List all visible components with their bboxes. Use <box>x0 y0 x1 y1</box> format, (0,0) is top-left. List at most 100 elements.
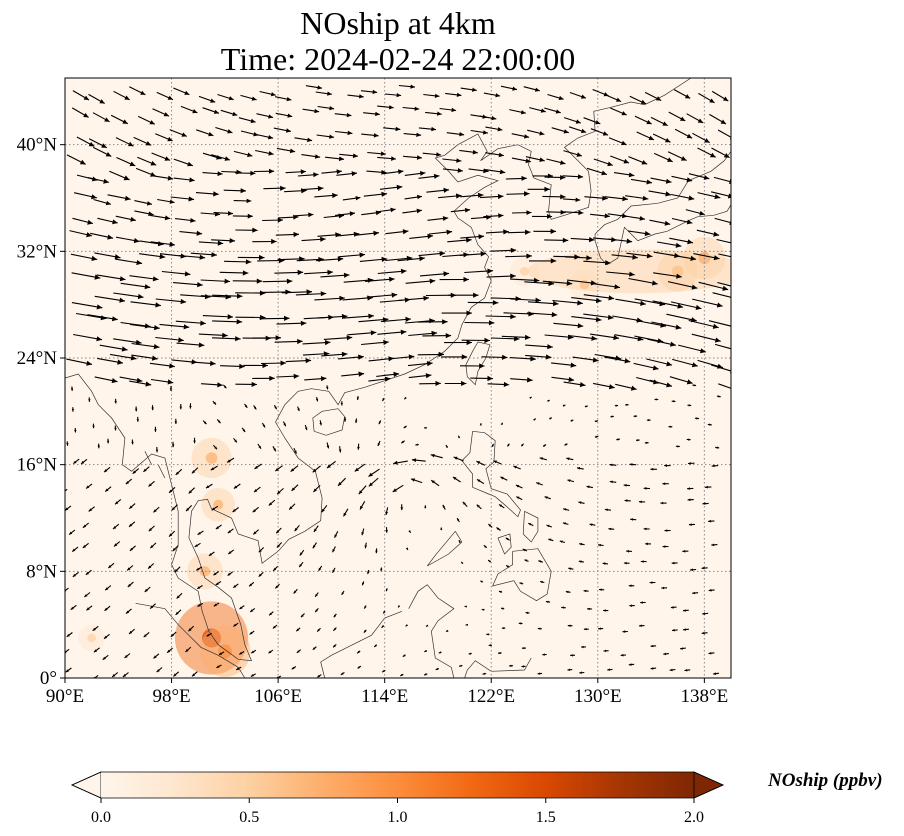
wind-arrow-head <box>688 462 691 465</box>
wind-arrow-head <box>722 285 729 291</box>
wind-arrow-head <box>699 210 705 216</box>
colorbar-tick-label: 0.0 <box>91 809 111 826</box>
wind-arrow-head <box>250 118 256 124</box>
wind-arrow-head <box>692 591 696 595</box>
wind-arrow-head <box>544 496 548 499</box>
wind-arrow-head <box>583 627 587 631</box>
wind-arrow-head <box>297 269 304 276</box>
wind-arrow-head <box>499 590 502 593</box>
wind-arrow-head <box>338 449 342 453</box>
wind-arrow-head <box>290 468 295 472</box>
wind-arrow-head <box>405 624 408 627</box>
wind-arrow-head <box>206 633 210 637</box>
wind-arrow-head <box>579 671 582 674</box>
title-line-2: Time: 2024-02-24 22:00:00 <box>220 41 576 77</box>
wind-arrow-head <box>167 175 174 181</box>
wind-arrow-head <box>688 438 691 441</box>
wind-arrow-shaft <box>713 176 731 183</box>
wind-arrow-head <box>318 567 322 571</box>
wind-arrow-head <box>167 649 171 653</box>
wind-arrow-head <box>453 456 458 460</box>
wind-arrow-head <box>317 628 320 632</box>
wind-arrow-head <box>496 527 500 531</box>
wind-arrow-head <box>286 278 293 284</box>
wind-arrow-head <box>537 672 541 675</box>
wind-arrow-head <box>86 607 90 611</box>
wind-arrow-head <box>389 105 394 110</box>
wind-arrow-head <box>383 339 389 346</box>
wind-arrow-head <box>598 543 601 547</box>
wind-arrow-head <box>567 624 571 627</box>
wind-arrow-head <box>533 277 540 283</box>
wind-arrow-head <box>224 156 230 161</box>
wind-arrow-head <box>313 528 317 532</box>
wind-arrow-head <box>400 673 403 676</box>
wind-arrow-head <box>542 653 545 656</box>
wind-arrow-head <box>562 404 566 407</box>
wind-arrow-head <box>383 611 386 614</box>
wind-arrow-head <box>524 191 530 197</box>
wind-arrow-head <box>217 420 221 424</box>
wind-arrow-head <box>111 378 118 384</box>
wind-arrow-head <box>716 302 723 308</box>
wind-arrow-head <box>671 561 675 565</box>
wind-arrow-head <box>152 276 159 282</box>
wind-arrow-head <box>184 271 191 277</box>
wind-arrow-head <box>332 549 335 553</box>
wind-arrow-head <box>524 559 528 562</box>
wind-arrow-head <box>577 323 584 329</box>
wind-arrow-head <box>268 135 274 140</box>
map-background <box>65 78 731 678</box>
wind-arrow-head <box>529 397 532 399</box>
wind-arrow-head <box>417 194 422 200</box>
wind-arrow-head <box>268 650 272 654</box>
wind-arrow-head <box>121 346 128 352</box>
wind-arrow-head <box>506 565 509 568</box>
wind-arrow-head <box>595 316 602 323</box>
lon-tick-label: 138°E <box>681 686 729 707</box>
wind-arrow-head <box>272 625 276 629</box>
wind-arrow-head <box>113 526 117 529</box>
wind-arrow-head <box>102 656 106 660</box>
wind-arrow-shaft <box>708 320 731 327</box>
wind-arrow-head <box>604 213 610 219</box>
wind-arrow-head <box>129 630 133 634</box>
wind-arrow-head <box>234 439 237 443</box>
wind-arrow-head <box>640 300 646 306</box>
wind-arrow-head <box>466 237 472 243</box>
wind-arrow-head <box>680 647 683 650</box>
wind-arrow-head <box>477 192 484 198</box>
wind-arrow-head <box>550 228 556 234</box>
wind-arrow-head <box>222 332 228 338</box>
wind-arrow-head <box>713 672 717 675</box>
wind-arrow-head <box>188 196 195 202</box>
wind-arrow-head <box>153 509 157 513</box>
wind-arrow-head <box>437 111 442 116</box>
wind-arrow-head <box>661 586 665 590</box>
wind-arrow-head <box>235 336 241 342</box>
wind-arrow-head <box>144 323 151 329</box>
wind-arrow-head <box>333 614 337 618</box>
wind-arrow-head <box>327 91 332 96</box>
wind-arrow-head <box>456 158 462 163</box>
wind-arrow-head <box>130 216 136 222</box>
wind-arrow-head <box>514 336 520 342</box>
wind-arrow-head <box>61 491 64 494</box>
wind-arrow-head <box>445 445 449 448</box>
wind-arrow-head <box>93 649 98 653</box>
wind-arrow-head <box>709 423 712 426</box>
wind-arrow-head <box>503 381 510 387</box>
wind-arrow-head <box>697 118 704 123</box>
wind-arrow-head <box>479 423 482 426</box>
wind-arrow-head <box>708 588 712 592</box>
wind-arrow-head <box>714 337 721 343</box>
wind-arrow-head <box>174 569 178 573</box>
wind-arrow-head <box>242 270 249 276</box>
wind-arrow-head <box>391 292 398 298</box>
longitude-axis: 90°E 98°E 106°E 114°E 122°E 130°E 138°E <box>46 678 728 707</box>
wind-arrow-head <box>405 547 408 550</box>
wind-arrow-head <box>493 460 497 464</box>
wind-arrow-head <box>87 219 93 225</box>
wind-arrow-head <box>607 314 614 320</box>
wind-arrow-head <box>602 195 608 201</box>
